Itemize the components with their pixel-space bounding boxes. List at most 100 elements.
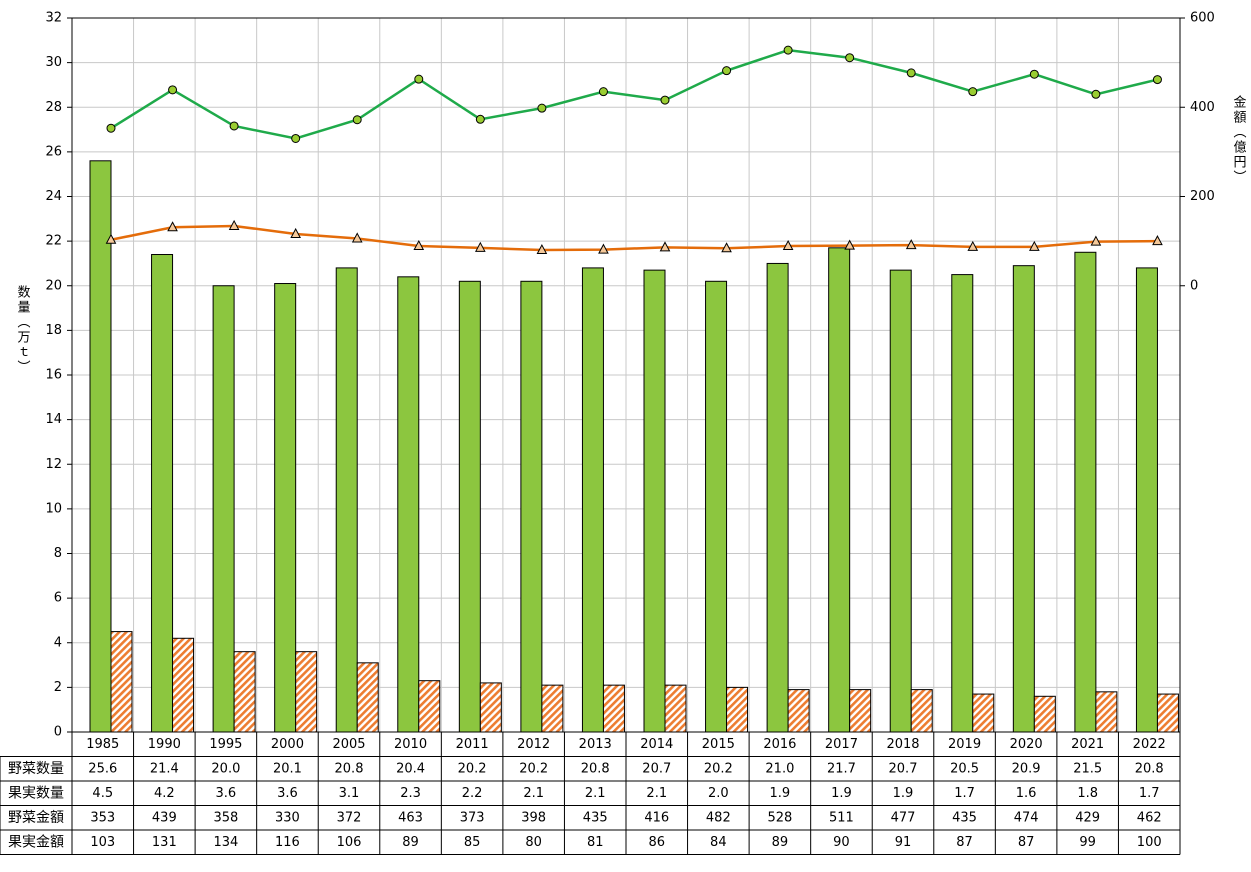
bar: [787, 689, 810, 733]
table-cell: 20.8: [581, 761, 610, 776]
bar: [1033, 695, 1056, 733]
x-tick-label: 2014: [640, 737, 673, 752]
x-tick-label: 2019: [948, 737, 981, 752]
marker: [967, 240, 979, 251]
marker: [598, 87, 608, 97]
marker: [1152, 235, 1163, 246]
marker: [105, 233, 117, 244]
x-tick-label: 2016: [763, 737, 796, 752]
x-tick-label: 2010: [394, 737, 427, 752]
table-cell: 435: [583, 810, 608, 825]
y2-tick-label: 600: [1190, 11, 1215, 26]
y-tick-label: 18: [45, 323, 62, 338]
bar: [295, 651, 318, 733]
table-cell: 100: [1137, 835, 1162, 850]
table-cell: 20.4: [396, 761, 425, 776]
bar: [889, 269, 912, 733]
y-tick-label: 20: [45, 278, 62, 293]
bar: [1074, 251, 1097, 733]
x-tick-label: 2005: [332, 737, 365, 752]
y-axis-label: 数量（万ｔ）: [15, 285, 31, 375]
table-cell: 435: [952, 810, 977, 825]
marker: [845, 53, 855, 63]
x-tick-label: 2011: [456, 737, 489, 752]
table-cell: 1.9: [770, 786, 791, 801]
x-tick-label: 2013: [579, 737, 612, 752]
bar: [110, 631, 133, 733]
marker: [1029, 69, 1039, 79]
bar: [212, 285, 235, 733]
table-cell: 89: [402, 835, 419, 850]
table-cell: 463: [398, 810, 423, 825]
y-tick-label: 22: [45, 234, 62, 249]
table-cell: 528: [767, 810, 792, 825]
y2-tick-label: 0: [1190, 278, 1198, 293]
table-cell: 20.1: [273, 761, 302, 776]
y-tick-label: 16: [45, 368, 62, 383]
bar: [951, 274, 974, 733]
marker: [844, 239, 855, 250]
marker: [1152, 75, 1162, 85]
table-row-label: 野菜数量: [8, 761, 64, 777]
table-cell: 116: [275, 835, 300, 850]
table-cell: 353: [90, 810, 115, 825]
bar: [458, 280, 481, 733]
bar: [581, 267, 604, 733]
table-cell: 80: [525, 835, 542, 850]
table-cell: 482: [706, 810, 731, 825]
marker: [229, 121, 239, 131]
bar: [726, 686, 749, 733]
y-tick-label: 6: [54, 591, 62, 606]
table-cell: 21.4: [150, 761, 179, 776]
x-tick-label: 1985: [86, 737, 119, 752]
bar: [1135, 267, 1158, 733]
table-cell: 134: [213, 835, 238, 850]
table-cell: 20.7: [889, 761, 918, 776]
table-row-label: 果実数量: [8, 785, 64, 801]
bar: [418, 680, 441, 733]
bar: [1095, 691, 1118, 733]
bar: [520, 280, 543, 733]
bar: [910, 689, 933, 733]
table-cell: 511: [829, 810, 854, 825]
bar: [335, 267, 358, 733]
table-cell: 103: [90, 835, 115, 850]
table-cell: 20.9: [1012, 761, 1041, 776]
table-cell: 1.9: [893, 786, 914, 801]
y-tick-label: 2: [54, 680, 62, 695]
table-cell: 2.1: [523, 786, 544, 801]
table-cell: 85: [464, 835, 481, 850]
bar: [766, 262, 789, 733]
marker: [413, 239, 425, 251]
table-cell: 477: [891, 810, 916, 825]
table-cell: 21.5: [1073, 761, 1102, 776]
y-tick-label: 24: [45, 189, 62, 204]
table-cell: 21.0: [765, 761, 794, 776]
marker: [660, 95, 670, 105]
bar: [643, 269, 666, 733]
marker: [475, 241, 486, 252]
y-tick-label: 10: [45, 501, 62, 516]
table-cell: 330: [275, 810, 300, 825]
marker: [475, 114, 485, 124]
table-cell: 20.8: [1135, 761, 1164, 776]
table-cell: 1.7: [1139, 786, 1160, 801]
table-cell: 462: [1137, 810, 1162, 825]
marker: [291, 133, 301, 143]
table-cell: 4.2: [154, 786, 175, 801]
marker: [722, 66, 732, 76]
table-cell: 89: [772, 835, 789, 850]
marker: [721, 242, 732, 253]
table-cell: 2.0: [708, 786, 729, 801]
x-tick-label: 2000: [271, 737, 304, 752]
y-tick-label: 4: [54, 635, 62, 650]
bar: [233, 651, 256, 733]
bar: [356, 662, 379, 733]
table-cell: 2.3: [400, 786, 421, 801]
table-cell: 20.0: [211, 761, 240, 776]
bar: [274, 283, 297, 733]
marker: [1091, 89, 1101, 99]
table-cell: 20.5: [950, 761, 979, 776]
